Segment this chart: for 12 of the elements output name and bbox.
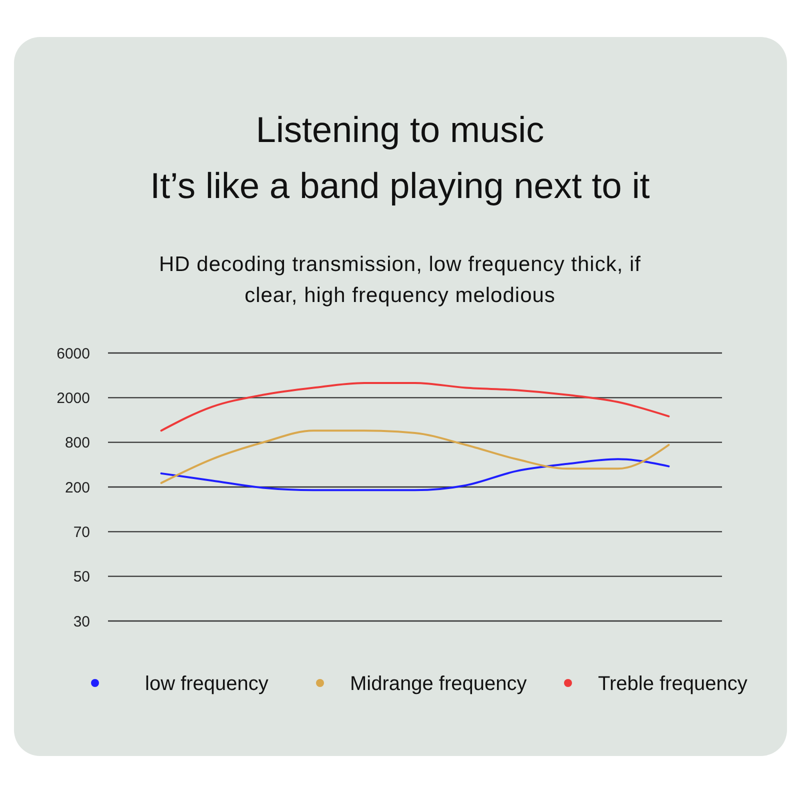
- text: 200: [64, 479, 90, 496]
- text: 2000: [56, 390, 90, 407]
- text: 800: [64, 434, 90, 452]
- text: 30: [73, 613, 90, 630]
- chart-subtitle: HD decoding transmission, low frequency thick, if clear, high frequency melodious: [158, 253, 642, 307]
- legend-label: Treble frequency: [598, 673, 748, 695]
- text: 70: [73, 524, 90, 541]
- legend-label: low frequency: [145, 673, 268, 695]
- text: 50: [73, 568, 90, 586]
- chart-title: Listening to music It’s like a band playing next to it: [150, 109, 650, 206]
- legend-label: Midrange frequency: [350, 673, 527, 695]
- text: 6000: [56, 345, 90, 362]
